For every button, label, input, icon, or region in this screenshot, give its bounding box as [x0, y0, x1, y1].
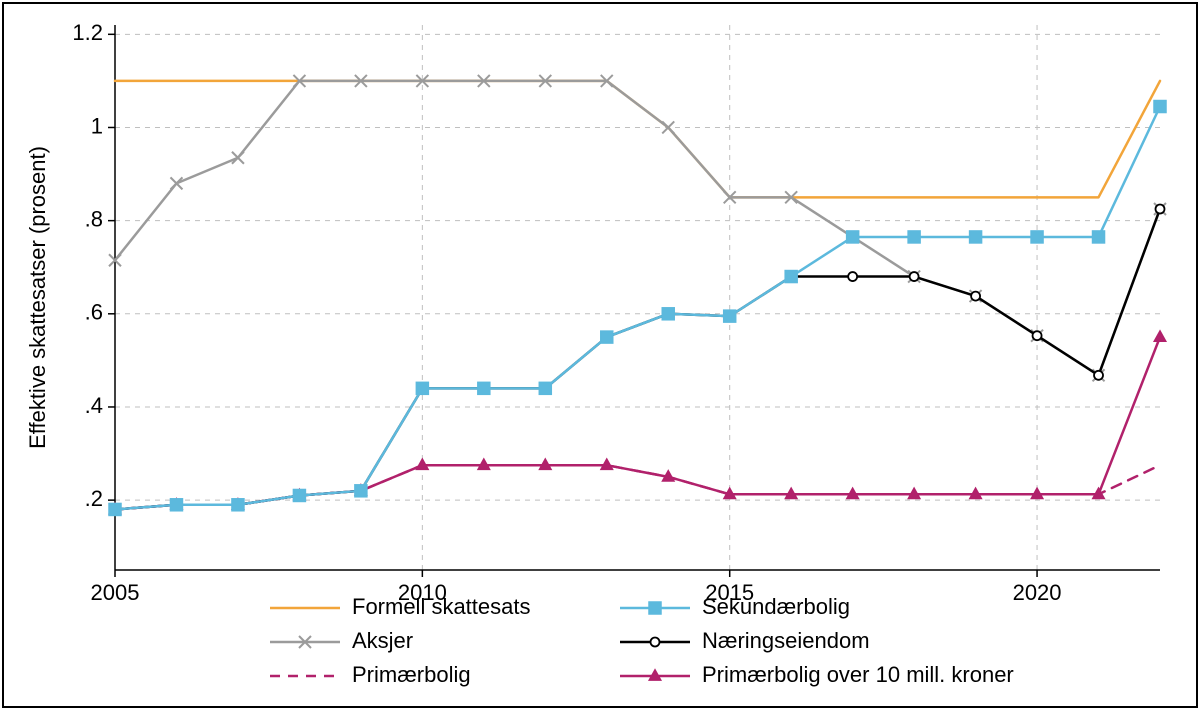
chart-frame: .2.4.6.811.22005201020152020Effektive sk… — [0, 0, 1200, 710]
chart-border — [2, 2, 1198, 708]
